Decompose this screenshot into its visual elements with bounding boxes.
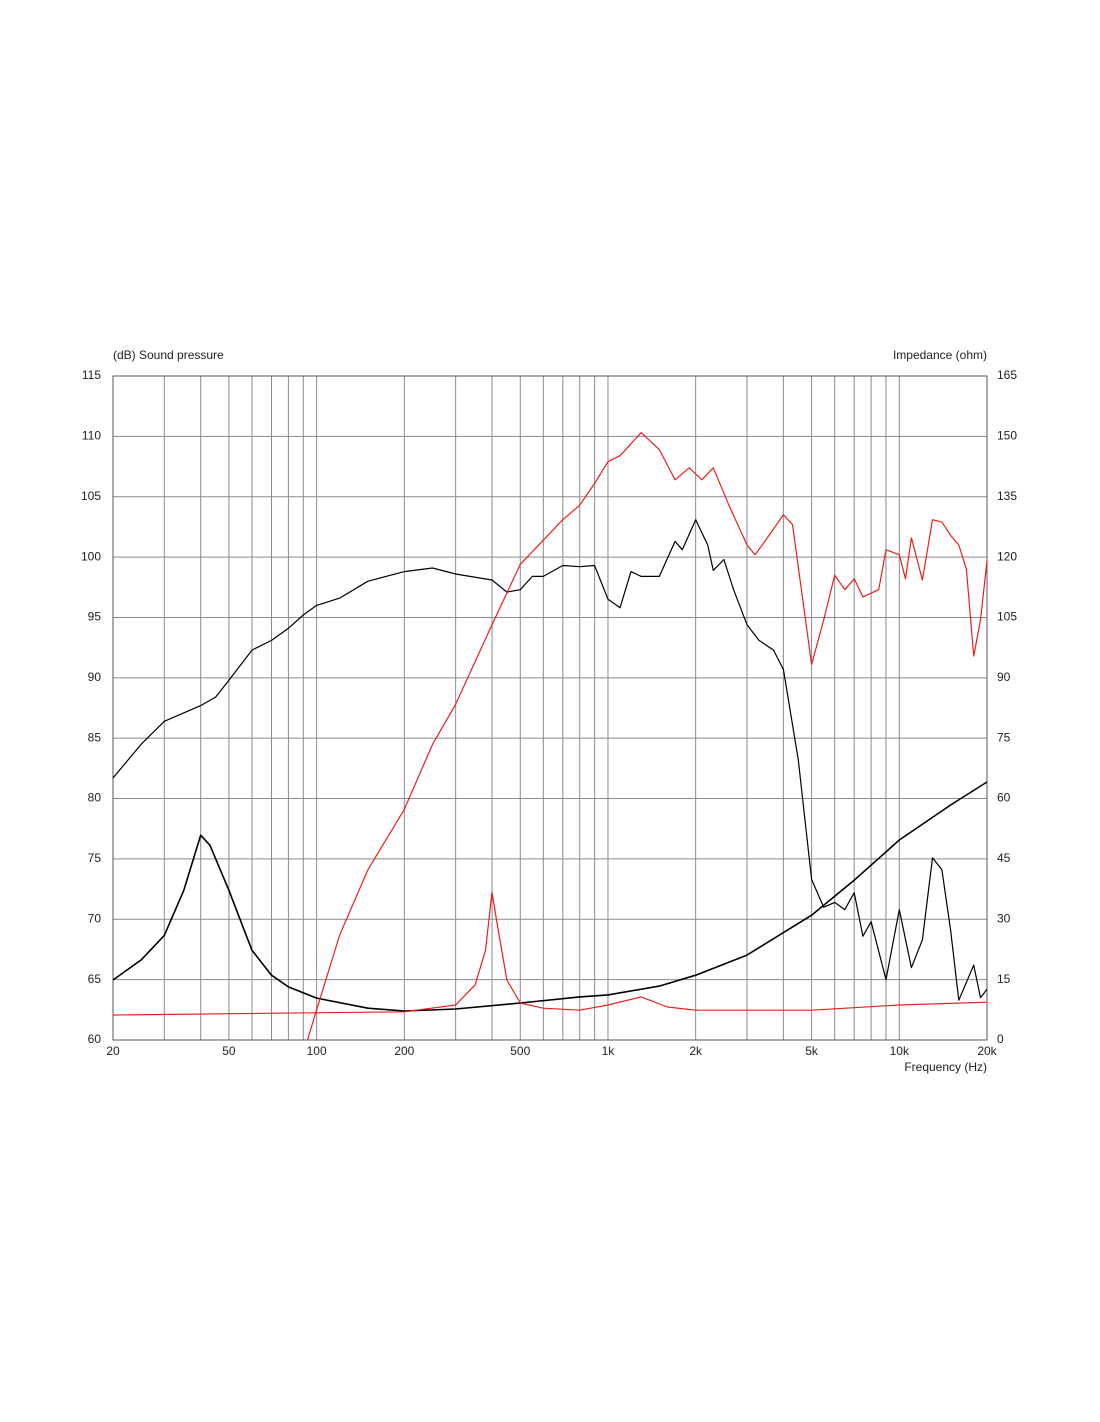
y-axis-title: (dB) Sound pressure: [113, 348, 224, 362]
y2-tick-label: 60: [997, 791, 1011, 805]
plot-frame: [112, 375, 988, 1041]
y2-tick-label: 120: [997, 549, 1017, 563]
y2-tick-label: 15: [997, 972, 1011, 986]
series-line: [112, 781, 988, 1012]
series-line: [306, 432, 988, 1041]
x-tick-label: 2k: [689, 1044, 703, 1058]
grid: [112, 375, 988, 1041]
y2-tick-label: 165: [997, 368, 1017, 382]
y-tick-label: 60: [88, 1032, 102, 1046]
y2-axis-title: Impedance (ohm): [893, 348, 987, 362]
y-tick-label: 95: [88, 610, 102, 624]
x-tick-label: 500: [510, 1044, 530, 1058]
series-line: [112, 891, 988, 1016]
y-tick-label: 70: [88, 911, 102, 925]
x-tick-label: 5k: [805, 1044, 819, 1058]
x-tick-label: 20k: [977, 1044, 997, 1058]
y2-tick-label: 90: [997, 670, 1011, 684]
x-tick-label: 10k: [890, 1044, 910, 1058]
x-tick-label: 20: [106, 1044, 120, 1058]
y-tick-label: 105: [81, 489, 101, 503]
y2-tick-label: 150: [997, 429, 1017, 443]
series-line: [112, 519, 988, 1001]
x-tick-label: 1k: [602, 1044, 616, 1058]
y-tick-label: 90: [88, 670, 102, 684]
y2-tick-label: 75: [997, 730, 1011, 744]
lines: [112, 432, 988, 1041]
y2-tick-label: 135: [997, 489, 1017, 503]
y2-tick-label: 45: [997, 851, 1011, 865]
y-tick-label: 80: [88, 791, 102, 805]
y-tick-label: 115: [82, 368, 101, 382]
x-tick-label: 50: [222, 1044, 236, 1058]
x-tick-label: 200: [394, 1044, 414, 1058]
y-tick-label: 85: [88, 730, 102, 744]
y-tick-label: 110: [82, 429, 101, 443]
y-tick-label: 100: [81, 549, 101, 563]
y-tick-label: 65: [88, 972, 102, 986]
x-axis-title: Frequency (Hz): [904, 1060, 987, 1074]
y-tick-label: 75: [88, 851, 102, 865]
x-tick-label: 100: [307, 1044, 327, 1058]
y2-tick-label: 0: [997, 1032, 1004, 1046]
y2-tick-label: 105: [997, 610, 1017, 624]
y2-tick-label: 30: [997, 911, 1011, 925]
